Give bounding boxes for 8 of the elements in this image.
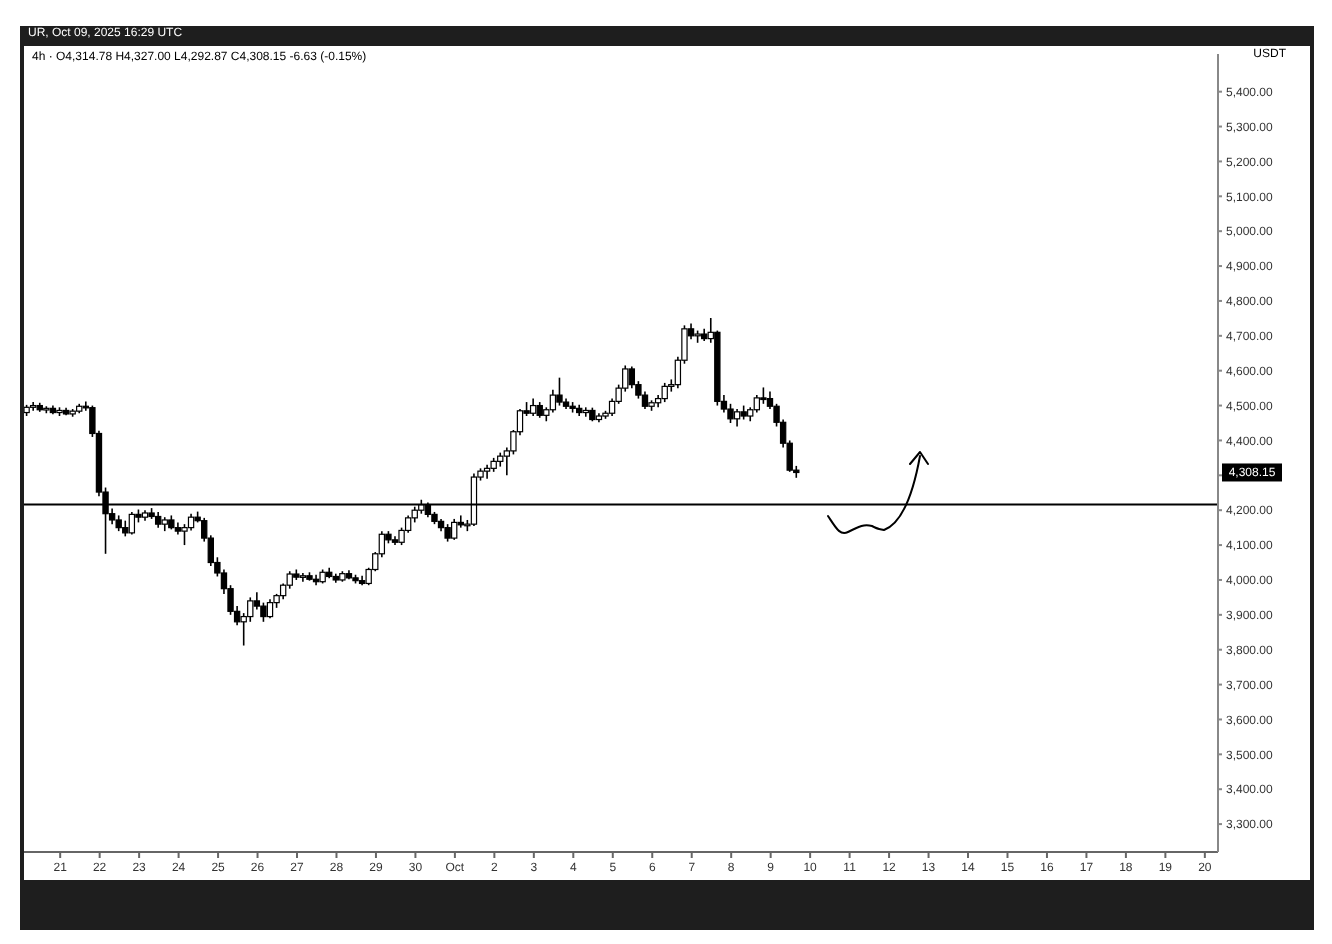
- candlestick: [451, 518, 458, 541]
- candlestick: [661, 382, 668, 403]
- candlestick: [128, 511, 136, 536]
- candlestick: [266, 598, 274, 620]
- candlestick: [727, 403, 734, 424]
- candlestick: [582, 406, 589, 418]
- candlestick: [483, 464, 491, 480]
- candlestick: [556, 376, 563, 407]
